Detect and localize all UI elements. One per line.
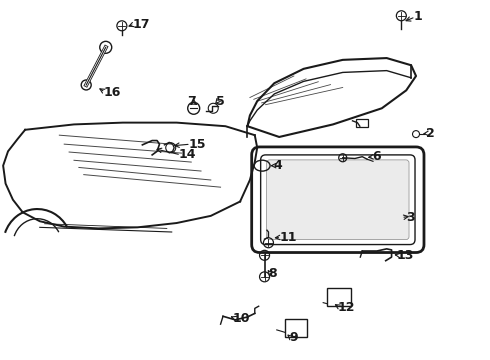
Text: 13: 13 (396, 249, 414, 262)
Text: 10: 10 (233, 311, 250, 325)
Text: 7: 7 (187, 95, 196, 108)
Text: 14: 14 (179, 148, 196, 161)
Text: 2: 2 (426, 127, 435, 140)
Text: 6: 6 (372, 150, 381, 163)
Bar (327, 288, 351, 306)
Text: 4: 4 (273, 159, 282, 172)
Text: 15: 15 (189, 138, 206, 150)
Text: 9: 9 (289, 331, 297, 344)
Text: 8: 8 (269, 267, 277, 280)
Bar (285, 319, 307, 337)
FancyBboxPatch shape (267, 160, 409, 239)
Text: 11: 11 (279, 231, 297, 244)
Text: 16: 16 (103, 86, 121, 99)
Text: 5: 5 (216, 95, 224, 108)
Text: 17: 17 (133, 18, 150, 31)
Text: 1: 1 (414, 10, 422, 23)
Bar (356, 119, 368, 127)
Text: 12: 12 (338, 301, 355, 314)
Text: 3: 3 (406, 211, 415, 224)
